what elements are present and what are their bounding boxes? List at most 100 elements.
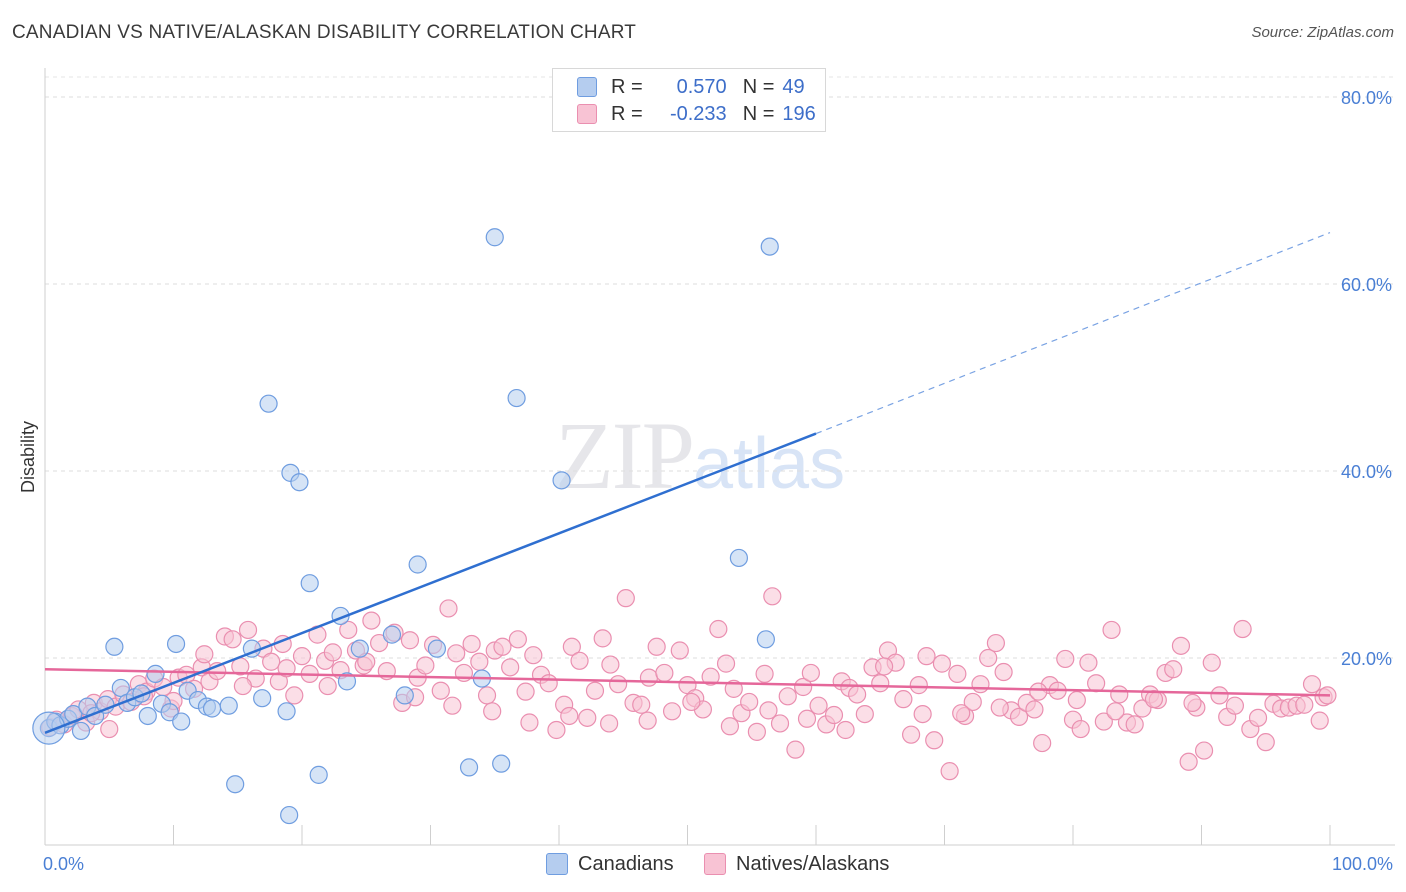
canadians-swatch (577, 77, 597, 97)
canadian-point (280, 805, 299, 825)
native-point (801, 663, 820, 683)
native-point (439, 599, 458, 618)
native-point (616, 589, 635, 608)
native-point (1171, 636, 1191, 655)
native-point (747, 722, 766, 741)
native-point (848, 685, 867, 704)
legend-item-natives[interactable]: Natives/Alaskans (704, 852, 889, 876)
native-point (570, 651, 589, 670)
native-point (909, 676, 928, 695)
native-point (632, 695, 651, 714)
native-point (917, 647, 936, 666)
canadian-point (507, 388, 526, 408)
canadian-point (253, 689, 272, 708)
native-point (755, 664, 774, 683)
canadian-point (382, 625, 402, 644)
native-point (462, 634, 481, 654)
stats-row-natives: R = -0.233 N = 196 (577, 101, 816, 127)
native-point (875, 657, 894, 676)
canadian-point (226, 775, 245, 794)
native-point (560, 706, 579, 726)
native-point (740, 692, 759, 712)
native-point (1210, 686, 1229, 705)
native-point (285, 686, 304, 705)
native-point (416, 656, 435, 675)
native-point (1295, 695, 1314, 714)
native-point (701, 667, 720, 686)
native-point (925, 731, 944, 750)
native-point (585, 681, 605, 700)
native-point (786, 740, 805, 759)
canadians-trend-line (44, 432, 817, 734)
canadian-point (172, 712, 191, 731)
n-label: N = (742, 102, 775, 125)
native-point (638, 711, 657, 730)
native-point (238, 620, 258, 640)
native-point (1248, 708, 1268, 727)
canadian-point (219, 696, 238, 715)
native-point (1029, 682, 1048, 701)
native-point (609, 675, 628, 694)
native-point (601, 655, 620, 674)
native-point (763, 587, 782, 606)
canadian-point (760, 237, 779, 256)
native-point (539, 674, 558, 693)
canadian-point (756, 630, 775, 649)
native-point (195, 645, 214, 664)
canadian-point (300, 574, 319, 593)
native-point (1302, 675, 1322, 694)
canadians-trend-extension (815, 232, 1331, 435)
native-point (1071, 719, 1090, 739)
native-point (1125, 715, 1144, 734)
native-point (716, 654, 736, 673)
native-point (778, 687, 797, 706)
native-point (794, 677, 813, 697)
canadian-point (309, 765, 328, 784)
native-point (1183, 693, 1202, 712)
native-point (292, 647, 312, 666)
legend-item-canadians[interactable]: Canadians (546, 852, 674, 876)
canadian-point (408, 555, 427, 574)
native-point (682, 692, 701, 712)
native-point (1102, 620, 1121, 640)
native-point (1164, 660, 1183, 679)
native-point (1106, 702, 1125, 721)
r-label: R = (611, 102, 643, 125)
native-point (370, 633, 389, 653)
canadian-point (350, 639, 369, 658)
native-point (1087, 674, 1106, 693)
native-point (431, 681, 450, 700)
canadian-point (71, 721, 91, 741)
canadian-point (105, 637, 124, 656)
native-point (655, 663, 674, 683)
native-point (1179, 752, 1198, 771)
native-point (520, 713, 539, 732)
canadian-point (729, 548, 749, 568)
native-point (1056, 649, 1075, 669)
canadian-point (32, 711, 66, 745)
watermark-atlas: atlas (693, 424, 846, 504)
y-tick-label: 40.0% (1341, 462, 1392, 482)
native-point (709, 619, 728, 639)
native-point (836, 720, 855, 740)
canadian-point (166, 634, 186, 654)
n-label: N = (742, 75, 775, 98)
native-point (524, 646, 543, 665)
native-point (979, 648, 998, 668)
natives-swatch (577, 104, 597, 124)
natives-legend-swatch (704, 853, 726, 875)
native-point (1225, 696, 1245, 715)
canadian-point (337, 672, 357, 691)
native-point (986, 633, 1006, 653)
native-point (233, 676, 252, 696)
native-point (562, 637, 581, 656)
legend-label: Canadians (578, 852, 674, 875)
native-point (1233, 619, 1252, 639)
native-point (447, 644, 466, 663)
native-point (963, 692, 982, 712)
canadian-point (259, 394, 278, 413)
canadian-point (427, 639, 447, 658)
native-point (1202, 653, 1221, 672)
native-point (339, 620, 358, 640)
native-point (1067, 690, 1086, 710)
